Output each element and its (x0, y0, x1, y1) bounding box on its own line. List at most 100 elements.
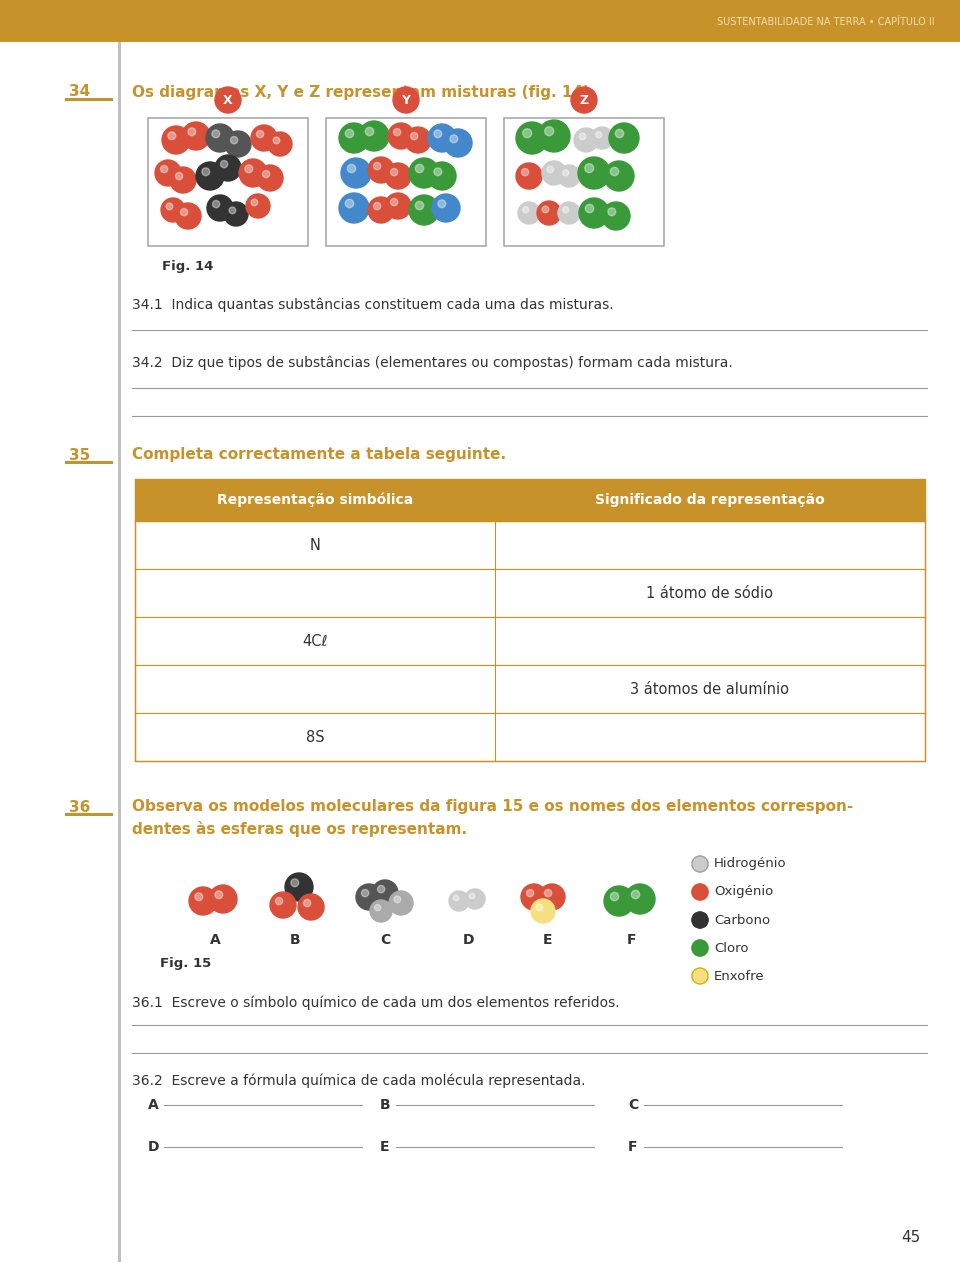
Bar (0, 0, 960, 40)
Circle shape (257, 165, 283, 191)
Circle shape (206, 124, 234, 152)
Circle shape (391, 198, 397, 206)
Bar (135, 479, 925, 522)
Circle shape (432, 195, 460, 222)
Text: Fig. 15: Fig. 15 (160, 957, 211, 970)
Circle shape (180, 208, 188, 216)
Circle shape (586, 205, 593, 212)
Circle shape (346, 200, 353, 207)
Circle shape (245, 165, 252, 173)
Circle shape (221, 160, 228, 168)
Circle shape (571, 87, 597, 112)
Text: B: B (380, 1098, 391, 1111)
Circle shape (209, 885, 237, 913)
Circle shape (339, 123, 369, 153)
Text: D: D (148, 1140, 159, 1154)
Circle shape (579, 133, 586, 140)
Circle shape (161, 198, 185, 222)
Circle shape (377, 885, 385, 893)
Circle shape (692, 940, 708, 956)
Circle shape (394, 129, 400, 135)
Circle shape (176, 173, 182, 179)
Text: Significado da representação: Significado da representação (595, 493, 825, 506)
Circle shape (385, 163, 411, 189)
Circle shape (166, 203, 173, 210)
Text: X: X (223, 93, 233, 106)
Circle shape (536, 904, 542, 911)
Circle shape (212, 201, 220, 207)
Circle shape (285, 873, 313, 901)
Circle shape (182, 123, 210, 150)
Circle shape (168, 131, 176, 140)
Circle shape (373, 163, 381, 169)
Text: Y: Y (401, 93, 411, 106)
Text: F: F (628, 1140, 637, 1154)
Circle shape (692, 856, 708, 871)
Text: 34.1  Indica quantas substâncias constituem cada uma das misturas.: 34.1 Indica quantas substâncias constitu… (132, 298, 613, 312)
Circle shape (372, 880, 398, 906)
Circle shape (356, 884, 382, 911)
Circle shape (175, 203, 201, 229)
Circle shape (521, 884, 547, 911)
Circle shape (444, 129, 472, 157)
Circle shape (428, 162, 456, 189)
Bar (118, 42, 121, 1262)
Circle shape (591, 128, 613, 149)
Circle shape (602, 202, 630, 230)
Bar (148, 117, 308, 246)
Circle shape (230, 136, 238, 144)
Text: Completa correctamente a tabela seguinte.: Completa correctamente a tabela seguinte… (132, 447, 506, 462)
Circle shape (609, 123, 639, 153)
Text: Cloro: Cloro (714, 941, 749, 955)
Bar (65, 99, 113, 101)
Circle shape (585, 164, 593, 173)
Circle shape (251, 125, 277, 152)
Circle shape (346, 129, 353, 138)
Text: 8S: 8S (305, 730, 324, 744)
Circle shape (692, 912, 708, 928)
Circle shape (362, 889, 369, 897)
Circle shape (389, 890, 413, 914)
Circle shape (632, 890, 639, 899)
Circle shape (388, 123, 414, 149)
Circle shape (578, 157, 610, 189)
Bar (135, 714, 925, 762)
Text: E: E (380, 1140, 390, 1154)
Text: dentes às esferas que os representam.: dentes às esferas que os representam. (132, 821, 468, 837)
Circle shape (563, 207, 568, 212)
Circle shape (268, 133, 292, 157)
Circle shape (246, 195, 270, 218)
Text: Enxofre: Enxofre (714, 970, 764, 983)
Circle shape (526, 889, 534, 897)
Circle shape (539, 884, 565, 911)
Circle shape (416, 164, 423, 173)
Circle shape (270, 892, 296, 918)
Bar (504, 117, 664, 246)
Circle shape (215, 155, 241, 181)
Text: Observa os modelos moleculares da figura 15 e os nomes dos elementos correspon-: Observa os modelos moleculares da figura… (132, 799, 853, 815)
Circle shape (224, 202, 248, 226)
Text: B: B (290, 933, 300, 947)
Circle shape (212, 130, 220, 138)
Text: Oxigénio: Oxigénio (714, 885, 773, 898)
Circle shape (625, 884, 655, 914)
Circle shape (239, 159, 267, 187)
Circle shape (359, 121, 389, 152)
Circle shape (692, 884, 708, 901)
Circle shape (370, 901, 392, 922)
Bar (326, 117, 486, 246)
Circle shape (374, 904, 381, 911)
Bar (135, 618, 925, 666)
Circle shape (574, 128, 598, 152)
Circle shape (225, 131, 251, 157)
Bar (0, 40, 960, 42)
Bar (65, 461, 113, 464)
Circle shape (411, 133, 418, 140)
Circle shape (615, 129, 624, 138)
Text: Hidrogénio: Hidrogénio (714, 858, 786, 870)
Circle shape (391, 168, 397, 176)
Text: A: A (148, 1098, 158, 1111)
Bar (65, 813, 113, 816)
Circle shape (303, 899, 311, 907)
Bar (135, 666, 925, 714)
